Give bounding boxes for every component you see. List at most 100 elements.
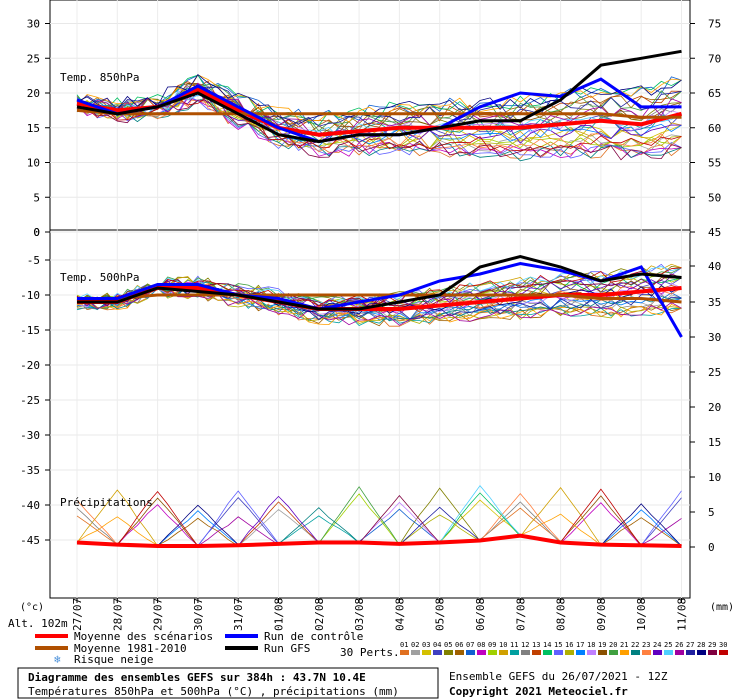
left-unit-label: (°c) [20, 602, 44, 613]
tick-label-850-right: 45 [708, 226, 721, 239]
ensemble-member-850 [76, 74, 682, 126]
pert-swatch [598, 650, 607, 655]
tick-label-500: -30 [20, 429, 40, 442]
series-500-line [77, 293, 682, 304]
series-precip-line [76, 533, 682, 548]
pert-number: 03 [422, 641, 430, 649]
pert-swatch [642, 650, 651, 655]
tick-label-date: 07/08 [514, 598, 527, 631]
tick-label-850-right: 60 [708, 122, 721, 135]
panel-500-frame [49, 229, 691, 599]
pert-number: 14 [543, 641, 551, 649]
legend-label-snow-risk: Risque neige [74, 653, 153, 666]
ensemble-member-850 [76, 89, 682, 147]
pert-swatch [576, 650, 585, 655]
pert-number: 22 [631, 641, 639, 649]
tick-label-500-right: 10 [708, 471, 721, 484]
tick-label-500-right: 15 [708, 436, 721, 449]
tick-label-date: 28/07 [111, 598, 124, 631]
pert-number: 26 [675, 641, 683, 649]
pert-number: 13 [532, 641, 540, 649]
pert-swatch [587, 650, 596, 655]
pert-number: 12 [521, 641, 529, 649]
pert-swatch [444, 650, 453, 655]
tick-label-850: 30 [27, 18, 40, 31]
pert-swatch [400, 650, 409, 655]
tick-label-date: 09/08 [595, 598, 608, 631]
ensemble-member-850 [76, 91, 682, 145]
pert-number: 09 [488, 641, 496, 649]
pert-swatch [609, 650, 618, 655]
tick-label-date: 10/08 [635, 598, 648, 631]
ensemble-member-500 [76, 287, 682, 327]
tick-label-500: -35 [20, 464, 40, 477]
tick-label-date: 11/08 [676, 598, 689, 631]
tick-label-date: 29/07 [152, 598, 165, 631]
perts-label: 30 Perts. [340, 646, 400, 659]
pert-number: 01 [400, 641, 408, 649]
pert-number: 05 [444, 641, 452, 649]
copyright: Copyright 2021 Meteociel.fr [449, 685, 628, 698]
pert-swatch [466, 650, 475, 655]
tick-label-date: 27/07 [71, 598, 84, 631]
ensemble-member-850 [76, 99, 682, 161]
pert-number: 06 [455, 641, 463, 649]
pert-number: 19 [598, 641, 606, 649]
title-box [17, 667, 439, 699]
pert-swatch [719, 650, 728, 655]
pert-swatch [433, 650, 442, 655]
pert-swatch [554, 650, 563, 655]
pert-swatch [543, 650, 552, 655]
tick-label-500-right: 20 [708, 401, 721, 414]
tick-label-850: 20 [27, 87, 40, 100]
tick-label-date: 30/07 [192, 598, 205, 631]
panel-500-label: Temp. 500hPa [60, 271, 139, 284]
legend: Moyenne des scénarios Moyenne 1981-2010 … [35, 630, 728, 666]
pert-swatch [708, 650, 717, 655]
tick-label-500-right: 0 [708, 541, 715, 554]
series-850-line [76, 49, 682, 144]
pert-swatch [510, 650, 519, 655]
tick-label-850: 5 [33, 191, 40, 204]
pert-number: 23 [642, 641, 650, 649]
pert-swatch [620, 650, 629, 655]
legend-label-climatology: Moyenne 1981-2010 [74, 642, 187, 655]
pert-number: 10 [499, 641, 507, 649]
pert-swatch [532, 650, 541, 655]
pert-swatch [664, 650, 673, 655]
precip-label: Précipitations [60, 496, 153, 509]
pert-swatch [631, 650, 640, 655]
pert-number: 15 [554, 641, 562, 649]
pert-swatch [675, 650, 684, 655]
pert-swatch [455, 650, 464, 655]
pert-number: 17 [576, 641, 584, 649]
tick-label-500: -20 [20, 359, 40, 372]
tick-label-date: 02/08 [313, 598, 326, 631]
axis-labels: 30252015105075706560555045-5-10-15-20-25… [20, 18, 721, 632]
pert-number: 04 [433, 641, 441, 649]
tick-label-500: -5 [27, 254, 40, 267]
pert-swatch [565, 650, 574, 655]
pert-number: 28 [697, 641, 705, 649]
series-500-line [77, 254, 682, 311]
legend-label-mean: Moyenne des scénarios [74, 630, 213, 643]
tick-label-850: 25 [27, 52, 40, 65]
perturbation-key: 01 02 03 04 05 06 07 08 09 10 11 12 13 14 15 16 17 18 19 20… [400, 641, 728, 655]
legend-label-control: Run de contrôle [264, 630, 363, 643]
tick-label-850-right: 75 [708, 18, 721, 31]
pert-swatch [653, 650, 662, 655]
chart-title: Diagramme des ensembles GEFS sur 384h : … [28, 671, 366, 684]
tick-label-850: 15 [27, 122, 40, 135]
ensemble-member-500 [76, 287, 682, 326]
ensemble-member-500 [76, 267, 682, 307]
pert-number: 02 [411, 641, 419, 649]
legend-label-gfs: Run GFS [264, 642, 310, 655]
tick-label-850-right: 55 [708, 157, 721, 170]
pert-number: 16 [565, 641, 573, 649]
tick-label-date: 01/08 [273, 598, 286, 631]
pert-swatch [499, 650, 508, 655]
main-series-lines [76, 49, 683, 548]
tick-label-zero: 0 [33, 226, 40, 239]
snowflake-icon: ❄ [54, 653, 61, 666]
